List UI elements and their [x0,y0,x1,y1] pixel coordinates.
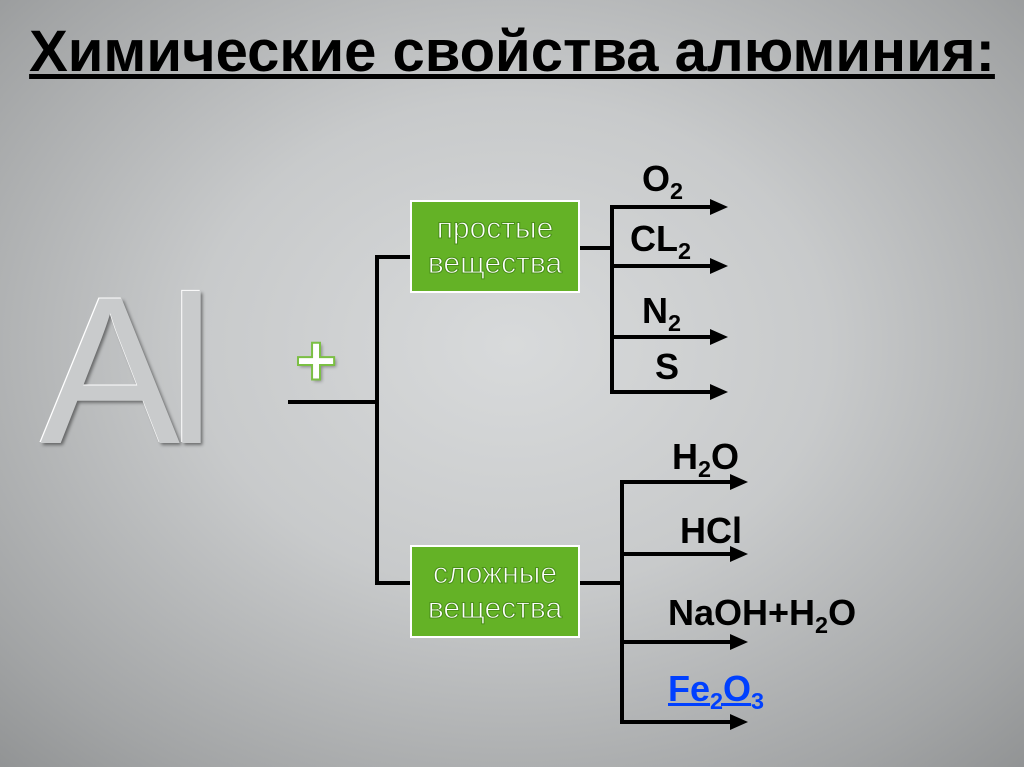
formula-cl2: CL2 [630,218,691,265]
arrow-complex-1 [620,552,750,572]
stem-simple [375,255,414,259]
complex-box-to-branch [580,581,624,585]
group-complex-box: сложные вещества [410,545,580,638]
formula-h2o: H2O [672,436,739,483]
formula-fe2o3: Fe2O3 [668,668,764,715]
simple-box-to-branch [580,246,614,250]
formula-o2: O2 [642,158,683,205]
group-complex-label-2: вещества [428,592,562,625]
group-complex-label-1: сложные [433,557,557,590]
group-simple-label-1: простые [437,212,554,245]
group-simple-box: простые вещества [410,200,580,293]
element-symbol: Al [40,250,203,492]
page-title: Химические свойства алюминия: [0,20,1024,84]
group-simple-label-2: вещества [428,247,562,280]
complex-branch-vertical [620,480,624,724]
arrow-simple-1 [610,264,730,284]
arrow-simple-3 [610,390,730,410]
trunk-vertical [375,255,379,585]
formula-naoh-h2o: NaOH+H2O [668,592,856,639]
arrow-complex-3 [620,720,750,740]
formula-n2: N2 [642,290,681,337]
formula-s: S [655,346,679,388]
simple-branch-vertical [610,205,614,394]
stem-complex [375,581,414,585]
plus-sign: + [295,320,337,402]
arrow-complex-2 [620,640,750,660]
connector-under-plus [288,400,379,404]
formula-hcl: HCl [680,510,742,552]
